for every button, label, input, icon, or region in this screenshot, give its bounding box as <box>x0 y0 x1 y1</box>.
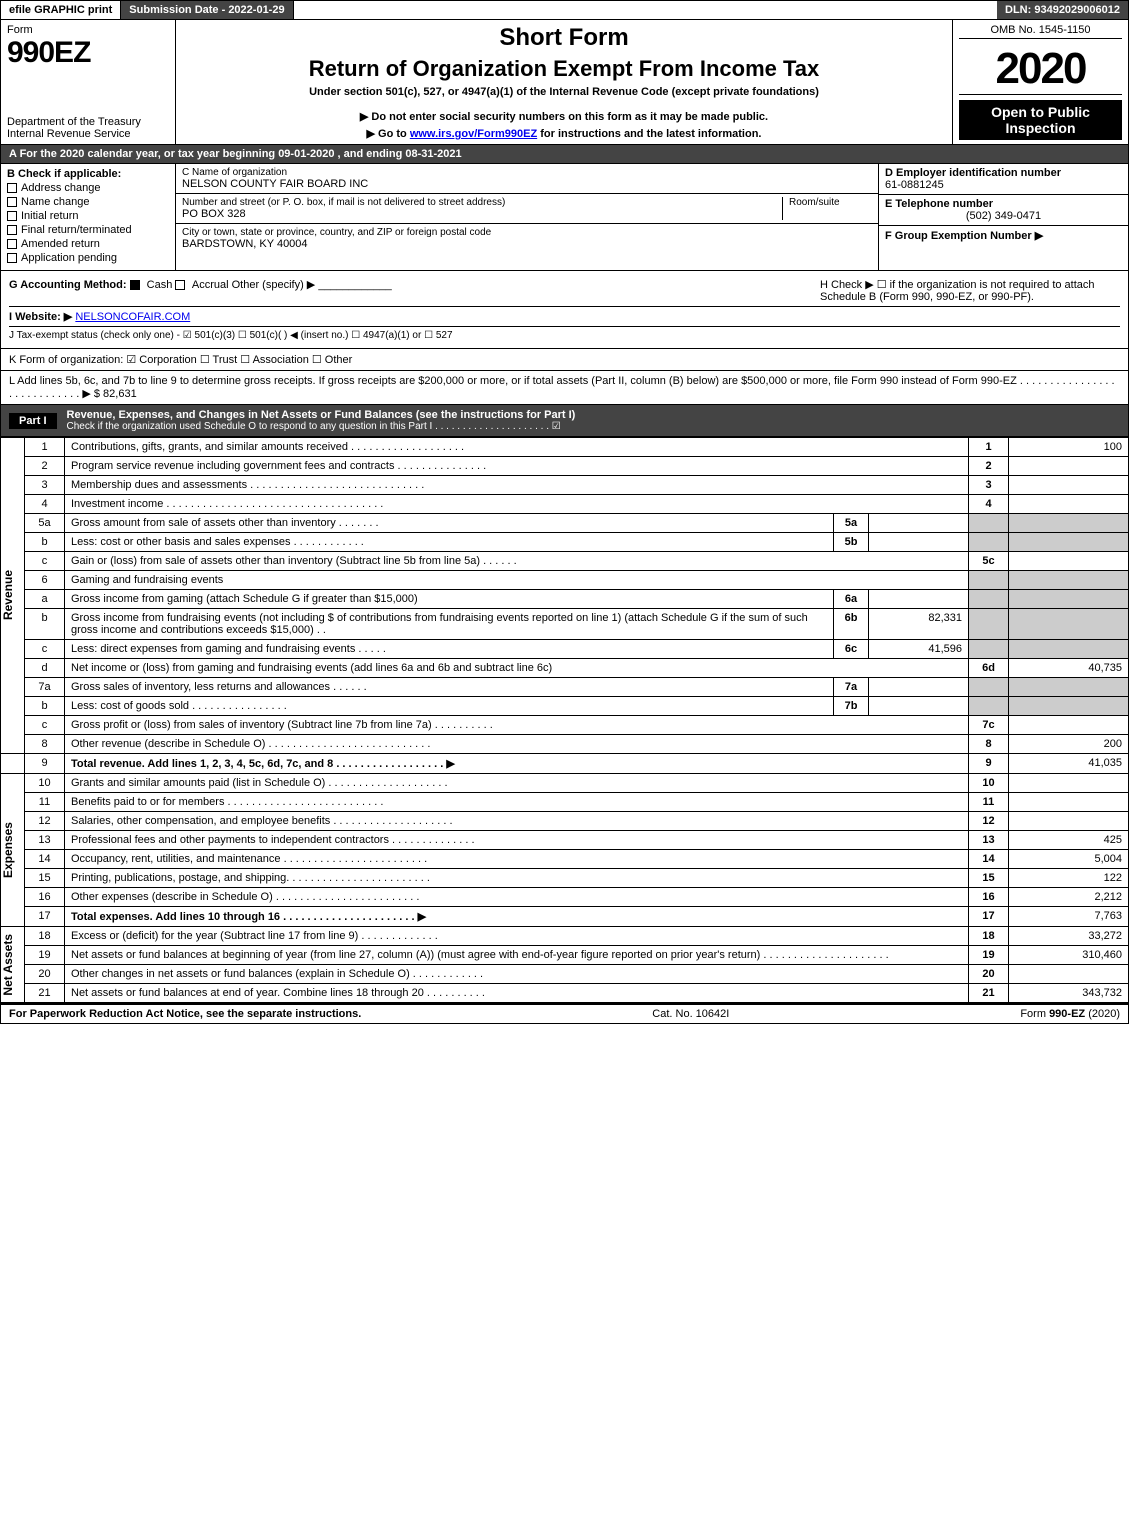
check-cash[interactable] <box>130 280 140 290</box>
line-3: 3 Membership dues and assessments . . . … <box>1 476 1129 495</box>
group-exemption-label: F Group Exemption Number ▶ <box>885 229 1122 242</box>
phone-value: (502) 349-0471 <box>885 210 1122 222</box>
header-right: OMB No. 1545-1150 2020 Open to Public In… <box>953 20 1128 144</box>
section-b: B Check if applicable: Address change Na… <box>1 164 176 270</box>
line-20: 20 Other changes in net assets or fund b… <box>1 965 1129 984</box>
form-header: Form 990EZ Department of the Treasury In… <box>0 20 1129 145</box>
section-i-website: I Website: ▶ NELSONCOFAIR.COM <box>9 306 1120 327</box>
line-14: 14 Occupancy, rent, utilities, and maint… <box>1 850 1129 869</box>
line-17: 17 Total expenses. Add lines 10 through … <box>1 907 1129 927</box>
section-k: K Form of organization: ☑ Corporation ☐ … <box>0 349 1129 371</box>
top-bar: efile GRAPHIC print Submission Date - 20… <box>0 0 1129 20</box>
street-label: Number and street (or P. O. box, if mail… <box>182 197 782 208</box>
department-label: Department of the Treasury Internal Reve… <box>7 116 169 140</box>
subtitle: Under section 501(c), 527, or 4947(a)(1)… <box>184 86 944 98</box>
section-g-h: G Accounting Method: Cash Accrual Other … <box>0 271 1129 349</box>
expenses-vertical-label: Expenses <box>1 822 15 878</box>
line-6b: b Gross income from fundraising events (… <box>1 609 1129 640</box>
section-h: H Check ▶ ☐ if the organization is not r… <box>810 275 1120 306</box>
website-link[interactable]: NELSONCOFAIR.COM <box>75 311 190 323</box>
section-a-tax-year: A For the 2020 calendar year, or tax yea… <box>0 145 1129 164</box>
section-d-e-f: D Employer identification number 61-0881… <box>878 164 1128 270</box>
footer-left: For Paperwork Reduction Act Notice, see … <box>9 1008 361 1020</box>
line-10: Expenses 10 Grants and similar amounts p… <box>1 774 1129 793</box>
phone-label: E Telephone number <box>885 198 1122 210</box>
city-label: City or town, state or province, country… <box>182 227 872 238</box>
check-final-return[interactable]: Final return/terminated <box>7 224 169 236</box>
line-6a: a Gross income from gaming (attach Sched… <box>1 590 1129 609</box>
footer-center: Cat. No. 10642I <box>652 1008 729 1020</box>
line-5b: b Less: cost or other basis and sales ex… <box>1 533 1129 552</box>
open-public-label: Open to Public Inspection <box>959 100 1122 140</box>
footer: For Paperwork Reduction Act Notice, see … <box>0 1003 1129 1024</box>
omb-label: OMB No. 1545-1150 <box>959 24 1122 39</box>
part-i-table: Revenue 1 Contributions, gifts, grants, … <box>0 437 1129 1003</box>
line-7b: b Less: cost of goods sold . . . . . . .… <box>1 697 1129 716</box>
tax-year: 2020 <box>959 44 1122 95</box>
line-6d: d Net income or (loss) from gaming and f… <box>1 659 1129 678</box>
section-b-label: B Check if applicable: <box>7 168 169 180</box>
netassets-vertical-label: Net Assets <box>1 934 15 996</box>
section-c: C Name of organization NELSON COUNTY FAI… <box>176 164 878 270</box>
instructions-line: ▶ Go to www.irs.gov/Form990EZ for instru… <box>184 127 944 140</box>
line-19: 19 Net assets or fund balances at beginn… <box>1 946 1129 965</box>
check-initial-return[interactable]: Initial return <box>7 210 169 222</box>
org-name: NELSON COUNTY FAIR BOARD INC <box>182 178 872 190</box>
header-center: Short Form Return of Organization Exempt… <box>176 20 953 144</box>
instructions-link[interactable]: www.irs.gov/Form990EZ <box>410 128 537 140</box>
check-amended-return[interactable]: Amended return <box>7 238 169 250</box>
city-value: BARDSTOWN, KY 40004 <box>182 238 872 250</box>
submission-date: Submission Date - 2022-01-29 <box>121 1 293 19</box>
line-5a: 5a Gross amount from sale of assets othe… <box>1 514 1129 533</box>
short-form-title: Short Form <box>184 24 944 52</box>
line-16: 16 Other expenses (describe in Schedule … <box>1 888 1129 907</box>
line-18: Net Assets 18 Excess or (deficit) for th… <box>1 927 1129 946</box>
line-7c: c Gross profit or (loss) from sales of i… <box>1 716 1129 735</box>
street-value: PO BOX 328 <box>182 208 782 220</box>
line-13: 13 Professional fees and other payments … <box>1 831 1129 850</box>
line-6c: c Less: direct expenses from gaming and … <box>1 640 1129 659</box>
line-11: 11 Benefits paid to or for members . . .… <box>1 793 1129 812</box>
line-21: 21 Net assets or fund balances at end of… <box>1 984 1129 1003</box>
ein-value: 61-0881245 <box>885 179 1122 191</box>
check-application-pending[interactable]: Application pending <box>7 252 169 264</box>
revenue-vertical-label: Revenue <box>1 570 15 620</box>
form-number: 990EZ <box>7 36 169 70</box>
ssn-warning: ▶ Do not enter social security numbers o… <box>184 110 944 123</box>
accounting-method: G Accounting Method: Cash Accrual Other … <box>9 275 810 306</box>
section-l: L Add lines 5b, 6c, and 7b to line 9 to … <box>0 371 1129 405</box>
line-12: 12 Salaries, other compensation, and emp… <box>1 812 1129 831</box>
header-left: Form 990EZ Department of the Treasury In… <box>1 20 176 144</box>
ein-label: D Employer identification number <box>885 167 1122 179</box>
part-i-header: Part I Revenue, Expenses, and Changes in… <box>0 405 1129 437</box>
dln-label: DLN: 93492029006012 <box>997 1 1128 19</box>
part-i-label: Part I <box>9 413 57 429</box>
line-1: Revenue 1 Contributions, gifts, grants, … <box>1 438 1129 457</box>
form-word: Form <box>7 24 169 36</box>
line-15: 15 Printing, publications, postage, and … <box>1 869 1129 888</box>
check-address-change[interactable]: Address change <box>7 182 169 194</box>
info-grid: B Check if applicable: Address change Na… <box>0 164 1129 271</box>
line-5c: c Gain or (loss) from sale of assets oth… <box>1 552 1129 571</box>
check-accrual[interactable] <box>175 280 185 290</box>
footer-right: Form 990-EZ (2020) <box>1020 1008 1120 1020</box>
room-suite-label: Room/suite <box>789 197 872 208</box>
line-4: 4 Investment income . . . . . . . . . . … <box>1 495 1129 514</box>
efile-print-label[interactable]: efile GRAPHIC print <box>1 1 121 19</box>
org-name-label: C Name of organization <box>182 167 872 178</box>
check-name-change[interactable]: Name change <box>7 196 169 208</box>
section-j: J Tax-exempt status (check only one) - ☑… <box>9 327 1120 344</box>
line-8: 8 Other revenue (describe in Schedule O)… <box>1 735 1129 754</box>
line-6: 6 Gaming and fundraising events <box>1 571 1129 590</box>
line-2: 2 Program service revenue including gove… <box>1 457 1129 476</box>
line-7a: 7a Gross sales of inventory, less return… <box>1 678 1129 697</box>
part-i-title: Revenue, Expenses, and Changes in Net As… <box>67 409 1120 421</box>
part-i-subtitle: Check if the organization used Schedule … <box>67 421 1120 432</box>
main-title: Return of Organization Exempt From Incom… <box>184 56 944 82</box>
line-9: 9 Total revenue. Add lines 1, 2, 3, 4, 5… <box>1 754 1129 774</box>
